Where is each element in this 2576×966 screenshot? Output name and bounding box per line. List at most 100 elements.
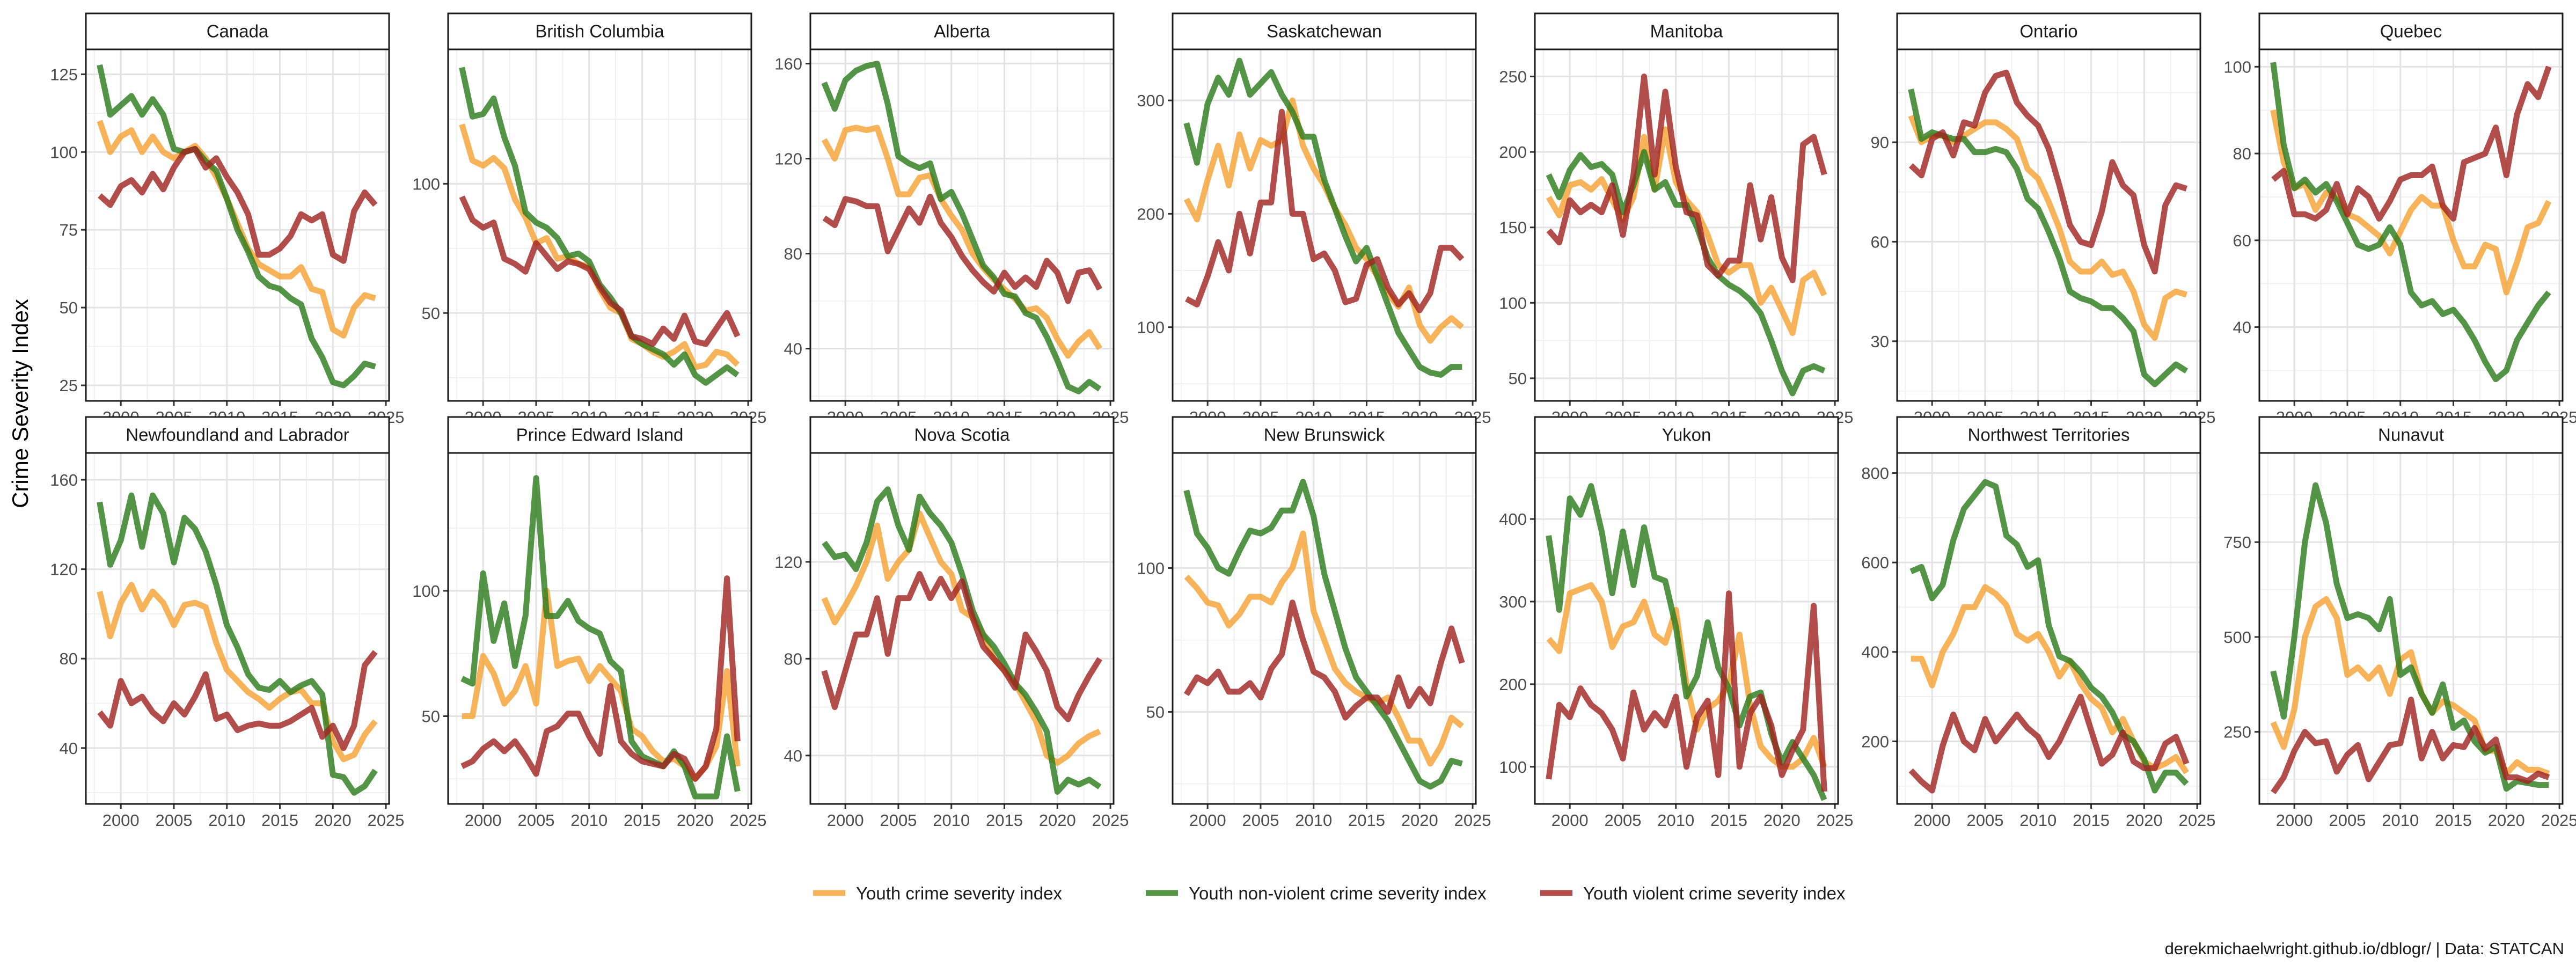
x-tick-label: 2015 [1348,811,1385,830]
y-tick-label: 60 [1871,232,1889,251]
facet-strip-label: Ontario [2019,21,2077,41]
facet-strip [809,12,1115,50]
x-tick-label: 2010 [2382,811,2419,830]
x-tick-label: 2005 [1966,811,2003,830]
y-tick-label: 800 [1861,464,1889,482]
y-tick-label: 90 [1871,133,1889,152]
x-tick-label: 2000 [1914,811,1951,830]
youth-violent-line [459,195,741,347]
facet-strip-label: Prince Edward Island [516,425,684,445]
x-tick-label: 2025 [2179,811,2216,830]
y-tick-label: 600 [1861,553,1889,572]
y-tick-label: 150 [1499,218,1527,237]
x-tick-label: 2025 [730,811,767,830]
x-tick-label: 2010 [933,811,970,830]
x-tick-label: 2020 [1401,811,1438,830]
panel-newfoundland-and-labrador: Newfoundland and Labrador 2000 2005 2010 201… [50,416,405,830]
panel-border [85,48,390,402]
y-tick-label: 100 [412,582,440,601]
y-tick-label: 200 [1137,204,1165,223]
panel-border [2258,48,2564,402]
x-tick-label: 2025 [1092,811,1129,830]
youth-violent-line [822,193,1103,304]
youth-violent-line [1908,693,2190,794]
y-tick-label: 50 [422,707,440,726]
x-tick-label: 2000 [827,811,864,830]
youth-non-violent-line [822,486,1102,795]
y-tick-label: 300 [1137,91,1165,110]
y-tick-label: 400 [1861,643,1889,662]
y-tick-label: 50 [422,304,440,323]
y-tick-label: 80 [784,245,802,264]
x-tick-label: 2010 [570,811,608,830]
facet-strip-label: Alberta [934,21,990,41]
youth-non-violent-line [97,492,378,796]
facet-strip-label: Manitoba [1650,21,1723,41]
panel-alberta: Alberta200020052010201520202025408012016… [774,12,1129,427]
y-tick-label: 50 [60,298,78,317]
y-tick-label: 60 [2233,231,2251,250]
y-tick-label: 250 [2223,723,2251,742]
youth-non-violent-line [821,61,1102,394]
y-tick-label: 120 [774,150,802,169]
y-tick-label: 750 [2223,533,2251,552]
y-tick-label: 40 [784,747,802,765]
x-tick-label: 2010 [1657,811,1694,830]
youth-violent-line [460,575,741,782]
youth-non-violent-line [97,64,376,389]
y-tick-label: 100 [50,143,78,162]
x-tick-label: 2020 [314,811,352,830]
panel-ontario: Ontario200020052010201520202025306090 [1871,12,2216,427]
facet-strip-label: New Brunswick [1264,425,1385,445]
panel-border [1896,48,2201,402]
facet-strip [2258,416,2564,454]
panel-yukon: Yukon 2000 2005 2010 2015 2020 2025 100 200 300 40… [1499,416,1854,830]
x-tick-label: 2000 [2276,811,2313,830]
panel-border [809,48,1115,402]
legend: Youth crime severity index Youth non-viol… [813,883,1846,903]
panel-nova-scotia: Nova Scotia 2000 2005 2010 2015 2020 2025 40 80 1… [774,416,1129,830]
youth-crime-severity-line [2270,109,2552,296]
youth-non-violent-line [1909,479,2189,794]
x-tick-label: 2020 [2126,811,2163,830]
panel-border [447,452,752,805]
legend-label: Youth non-violent crime severity index [1189,883,1487,903]
plot-background [1173,49,1476,401]
panel-border [2258,452,2564,805]
youth-crime-severity-line [821,125,1102,359]
x-tick-label: 2005 [2329,811,2366,830]
y-tick-label: 50 [1146,702,1165,721]
panel-prince-edward-island: Prince Edward Island 2000 2005 2010 2015 2020… [412,416,767,830]
y-tick-label: 50 [1509,369,1527,388]
x-tick-label: 2000 [1189,811,1226,830]
x-tick-label: 2010 [208,811,245,830]
facet-strip-label: Canada [207,21,269,41]
youth-violent-line [2271,65,2552,222]
panel-border [809,452,1115,805]
legend-item-youth-violent-crime-severity-index: Youth violent crime severity index [1540,883,1846,903]
caption: derekmichaelwright.github.io/dblogr/ | D… [2165,939,2564,958]
facet-strip-label: Saskatchewan [1267,21,1382,41]
youth-violent-line [1185,108,1465,313]
y-axis-label: Crime Severity Index [8,299,33,508]
y-tick-label: 250 [1499,68,1527,86]
y-tick-label: 120 [50,560,78,579]
facet-strip [2258,12,2564,50]
youth-violent-line [1908,69,2187,275]
panel-border [1534,452,1839,805]
x-tick-label: 2025 [1817,811,1854,830]
y-tick-label: 160 [774,55,802,74]
plot-background [1535,49,1838,401]
panel-border [85,452,390,805]
x-tick-label: 2015 [261,811,298,830]
panel-border [1896,452,2201,805]
y-tick-label: 75 [60,221,78,239]
facet-strip-label: Yukon [1662,425,1711,445]
facet-panels: Canada 2000 2005 2010 2015 2020 2025 25 50 75 100 1… [50,12,2576,830]
x-tick-label: 2005 [517,811,554,830]
facet-strip [1534,416,1839,454]
y-tick-label: 25 [60,376,78,395]
y-tick-label: 80 [784,649,802,668]
panel-canada: Canada2000200520102015202020252550751001… [50,12,405,427]
y-tick-label: 200 [1861,732,1889,751]
